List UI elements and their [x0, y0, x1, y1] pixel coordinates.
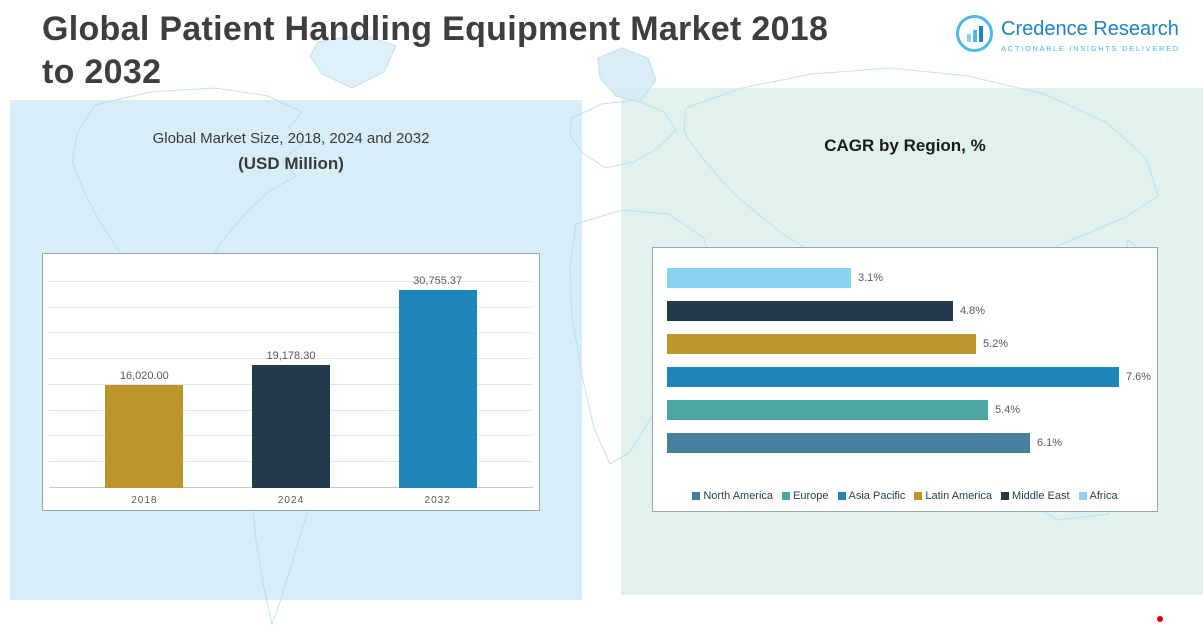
market-chart-subtitle: Global Market Size, 2018, 2024 and 2032	[152, 130, 430, 147]
cagr-chart-rows: 3.1% 4.8% 5.2% 7.6% 5.4% 6.1%	[667, 268, 1152, 466]
cagr-bar-value-label: 4.8%	[960, 305, 986, 317]
legend-swatch	[1001, 492, 1010, 500]
cagr-bar	[667, 400, 988, 420]
cagr-bar-row: 5.2%	[667, 334, 1149, 354]
cagr-bar	[667, 301, 953, 321]
logo-text-block: Credence Research Actionable Insights De…	[1001, 15, 1180, 53]
page-title-line-1: Global Patient Handling Equipment Market…	[42, 10, 829, 48]
legend-item: Asia Pacific	[837, 490, 906, 502]
market-chart-unit: (USD Million)	[238, 154, 344, 173]
market-chart-plot: 16,020.00 2018 19,178.30 2024 30,755.37 2032	[71, 275, 511, 506]
cagr-bar-value-label: 6.1%	[1037, 437, 1063, 449]
cagr-bar-value-label: 5.4%	[995, 404, 1021, 416]
market-bar-group: 30,755.37 2032	[398, 275, 477, 506]
legend-swatch	[1078, 492, 1087, 500]
legend-item: Latin America	[914, 490, 992, 502]
legend-label: Africa	[1089, 490, 1118, 502]
legend-item: Middle East	[1001, 490, 1070, 502]
market-bar-group: 19,178.30 2024	[251, 350, 330, 506]
market-bar-value-label: 30,755.37	[413, 275, 463, 287]
cagr-bar-row: 4.8%	[667, 301, 1149, 321]
bar-chart-logo-icon	[956, 15, 993, 52]
market-bar	[251, 365, 330, 488]
market-bar-category-label: 2018	[131, 495, 158, 506]
legend-swatch	[782, 492, 791, 500]
legend-label: Middle East	[1012, 490, 1070, 502]
logo-brand-text: Credence Research	[1001, 18, 1179, 40]
cagr-bar-row: 3.1%	[667, 268, 1149, 288]
legend-item: Africa	[1078, 490, 1118, 502]
market-size-bar-chart: 16,020.00 2018 19,178.30 2024 30,755.37 2032	[42, 253, 540, 511]
legend-label: Asia Pacific	[848, 490, 906, 502]
logo-tagline-text: Actionable Insights Delivered	[1001, 44, 1180, 53]
page-title: Global Patient Handling Equipment Market…	[42, 8, 828, 93]
cagr-bar	[667, 367, 1119, 387]
credence-research-logo: Credence Research Actionable Insights De…	[956, 15, 1180, 53]
legend-item: Europe	[782, 490, 829, 502]
market-bar-category-label: 2024	[277, 495, 305, 506]
page-title-line-2: to 2032	[42, 52, 162, 91]
red-dot	[1157, 616, 1163, 622]
cagr-bar-row: 5.4%	[667, 400, 1149, 420]
legend-label: North America	[703, 490, 774, 502]
cagr-legend: North America Europe Asia Pacific Latin Ame…	[653, 490, 1157, 502]
market-chart-header: Global Market Size, 2018, 2024 and 2032 …	[42, 130, 540, 174]
cagr-bar-row: 7.6%	[667, 367, 1152, 387]
legend-swatch	[914, 492, 923, 500]
cagr-bar	[667, 268, 851, 288]
legend-swatch	[692, 492, 701, 500]
cagr-bar	[667, 334, 976, 354]
market-bar-value-label: 19,178.30	[266, 350, 316, 362]
legend-swatch	[837, 492, 846, 500]
market-bar-category-label: 2032	[424, 495, 451, 506]
market-bar-value-label: 16,020.00	[119, 370, 169, 382]
cagr-bar-value-label: 7.6%	[1126, 371, 1152, 383]
market-bar-group: 16,020.00 2018	[105, 370, 184, 506]
legend-item: North America	[692, 490, 773, 502]
legend-label: Europe	[793, 490, 829, 502]
cagr-bar-row: 6.1%	[667, 433, 1149, 453]
cagr-bar	[667, 433, 1030, 453]
gridline	[49, 332, 533, 333]
cagr-bar-value-label: 5.2%	[983, 338, 1009, 350]
cagr-bar-value-label: 3.1%	[858, 272, 884, 284]
market-bar	[398, 290, 477, 488]
legend-label: Latin America	[925, 490, 993, 502]
market-bar	[105, 385, 184, 488]
cagr-bar-chart: 3.1% 4.8% 5.2% 7.6% 5.4% 6.1% North America Eu…	[652, 247, 1158, 512]
cagr-chart-title: CAGR by Region, %	[824, 136, 986, 155]
